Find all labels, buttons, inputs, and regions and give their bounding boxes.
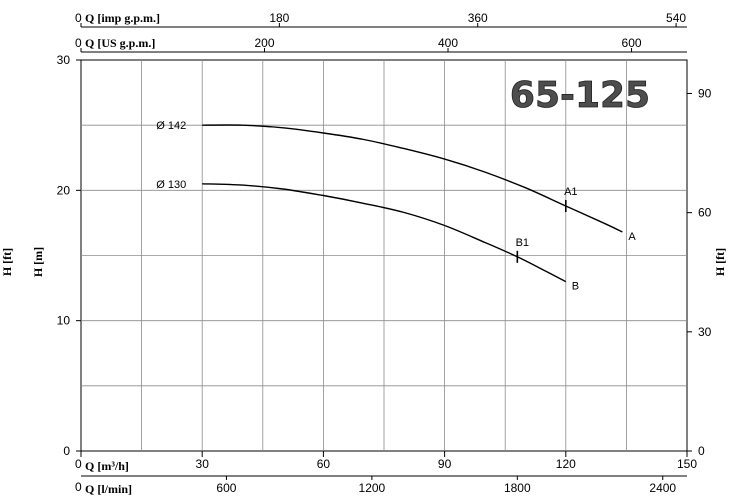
series-end-label: B <box>572 281 579 293</box>
top-axis-tick-label: 200 <box>254 36 274 50</box>
lmin-axis-label: Q [l/min] <box>85 482 132 496</box>
x-axis-label: Q [m³/h] <box>85 459 129 473</box>
y2-axis-label: H [ft] <box>713 248 727 276</box>
series-layer: Ø 142 A A1 Ø 130 B B1 <box>156 120 636 292</box>
x-tick-label: 60 <box>317 457 331 471</box>
diameter-label: Ø 142 <box>156 120 186 132</box>
top-axis-zero-label: 0 <box>75 11 82 25</box>
series-line-B <box>202 183 567 283</box>
duty-point-label: B1 <box>516 237 529 249</box>
x-tick-label: 90 <box>438 457 452 471</box>
top-axis-label: Q [US g.p.m.] <box>85 36 155 50</box>
series-A: Ø 142 A A1 <box>156 120 636 243</box>
duty-point-label: A1 <box>564 186 577 198</box>
y-tick-label: 0 <box>63 444 70 458</box>
grid <box>81 60 687 451</box>
top-axis-tick-label: 540 <box>666 11 686 25</box>
top-axis-tick-label: 400 <box>438 36 458 50</box>
x-tick-label: 0 <box>75 457 82 471</box>
x-tick-label: 150 <box>677 457 697 471</box>
series-end-label: A <box>628 231 636 243</box>
top-axis-tick-label: 360 <box>468 11 488 25</box>
y2-tick-label: 30 <box>698 325 712 339</box>
y-tick-label: 20 <box>57 183 71 197</box>
y2-tick-label: 60 <box>698 206 712 220</box>
lmin-zero-label: 0 <box>75 480 82 494</box>
series-B: Ø 130 B B1 <box>156 179 579 293</box>
series-line-A <box>202 124 623 233</box>
top-axis-zero-label: 0 <box>75 36 82 50</box>
lmin-tick-label: 600 <box>216 481 236 495</box>
y2-tick-label: 90 <box>698 86 712 100</box>
top-axis-tick-label: 600 <box>622 36 642 50</box>
y-tick-label: 30 <box>57 53 71 67</box>
lmin-tick-label: 1800 <box>504 481 531 495</box>
x-tick-label: 30 <box>196 457 210 471</box>
top-axis-label: Q [imp g.p.m.] <box>85 11 160 25</box>
diameter-label: Ø 130 <box>156 179 186 191</box>
lmin-tick-label: 1200 <box>359 481 386 495</box>
lmin-tick-label: 2400 <box>649 481 676 495</box>
y-tick-label: 10 <box>57 314 71 328</box>
plot-frame <box>80 59 688 452</box>
y-axes: 0 10 20 30 0 30 60 90 <box>57 53 712 458</box>
y2-tick-label: 0 <box>698 444 705 458</box>
top-axis-tick-label: 180 <box>269 11 289 25</box>
x-tick-label: 120 <box>556 457 576 471</box>
chart-title: 65-125 <box>510 75 650 116</box>
y-axis-label: H [m] <box>31 247 45 277</box>
bottom-axes: 0 30 60 90 120 150 Q [m³/h]0 Q [l/min] 600 1200 18… <box>75 451 697 496</box>
y-axis-ft-label: H [ft] <box>0 248 14 276</box>
